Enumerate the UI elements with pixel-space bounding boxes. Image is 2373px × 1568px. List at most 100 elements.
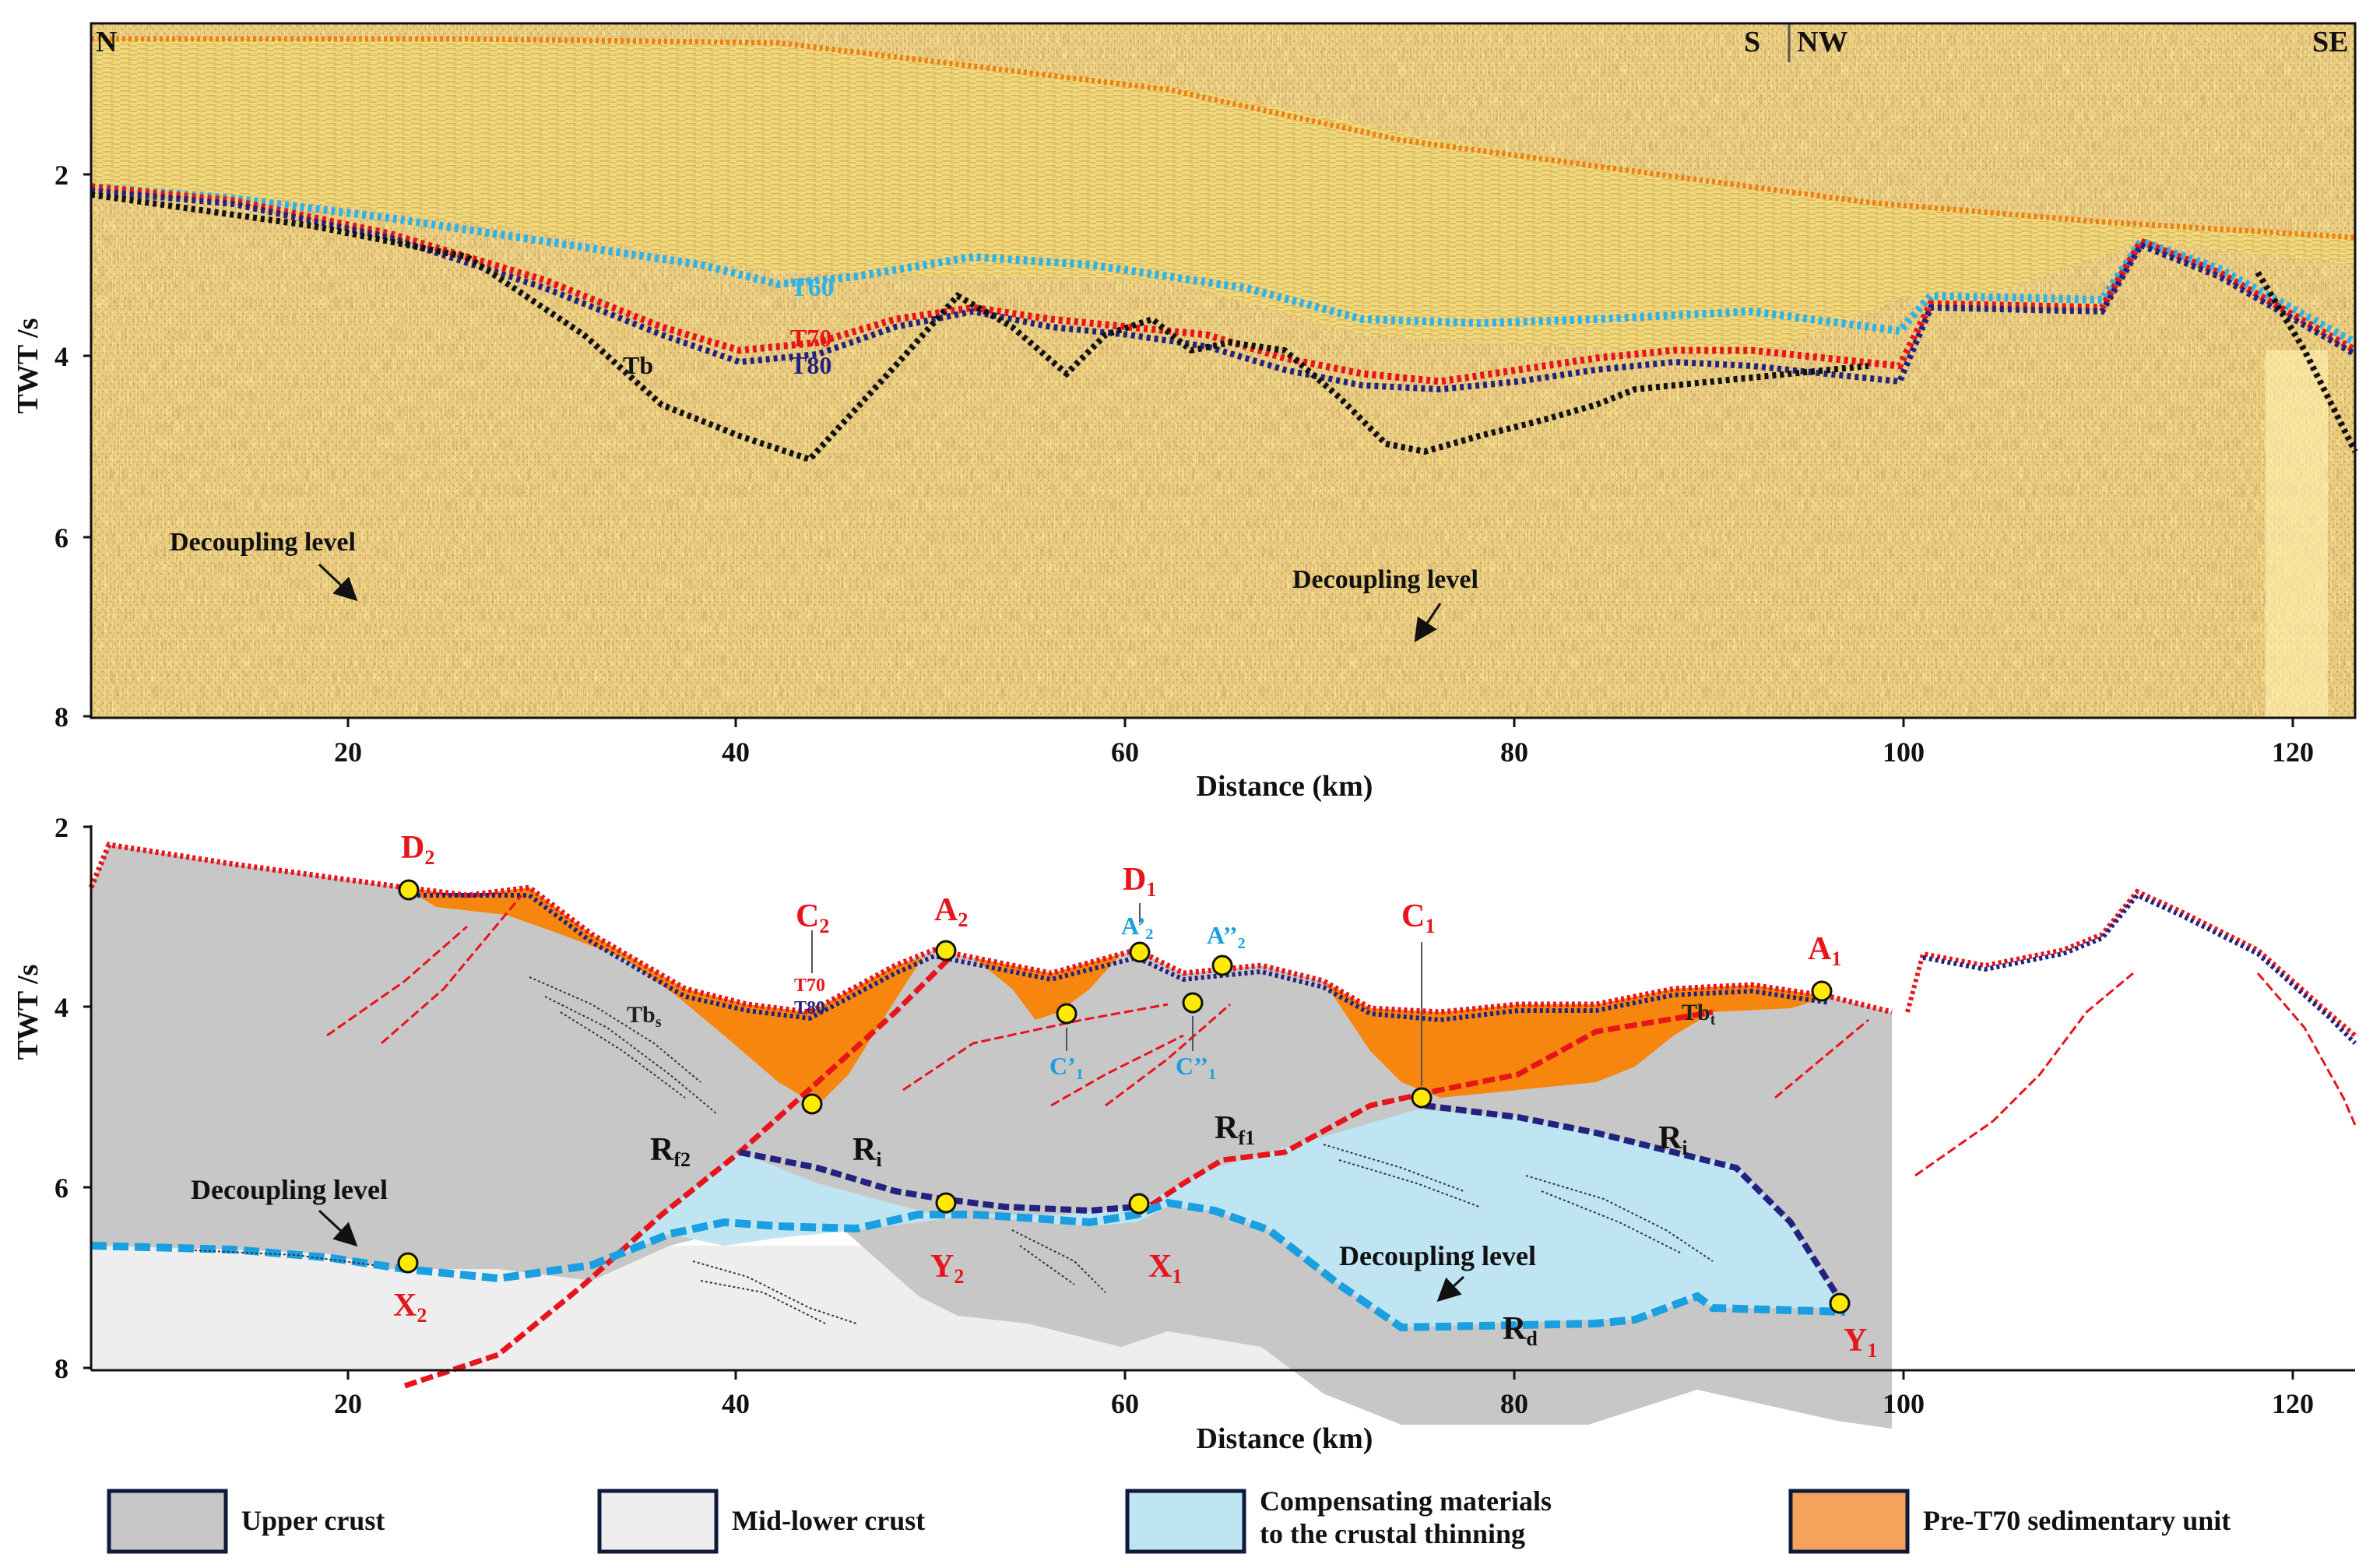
label-a2pp: A’’2 — [1207, 921, 1246, 952]
model-decoupling-arrow-left — [318, 1209, 358, 1247]
model-right-surface-t80 — [1922, 892, 2357, 1046]
unit-label-ri-right: Ri — [1658, 1120, 1688, 1159]
legend: Upper crust Mid-lower crust Compensating… — [107, 1485, 2231, 1554]
compensating-materials-area — [607, 1109, 1845, 1327]
point-c1pp — [1182, 992, 1204, 1014]
model-y-tick-4: 4 — [54, 992, 69, 1023]
reflection-hatches — [194, 976, 1714, 1324]
horizon-t70 — [90, 183, 2357, 385]
callout-leaders — [811, 903, 1422, 1086]
seismic-x-axis-label: Distance (km) — [1197, 770, 1373, 803]
legend-swatch-pre-t70 — [1788, 1489, 1910, 1554]
fault-minor-6 — [1774, 1018, 1869, 1099]
label-c1p: C’1 — [1049, 1052, 1084, 1083]
point-y2 — [935, 1192, 957, 1214]
legend-swatch-mid-lower-crust — [597, 1489, 719, 1554]
label-a2p: A’2 — [1121, 912, 1153, 943]
point-a2pp — [1211, 955, 1233, 976]
label-t70: T70 — [790, 324, 831, 352]
label-tb: Tb — [623, 351, 653, 379]
water-column-layered-sediments — [91, 37, 2355, 358]
fault-minor-7 — [1914, 972, 2134, 1177]
fault-minor-1 — [326, 925, 468, 1037]
model-decoupling-arrow-right — [1436, 1275, 1465, 1303]
seismic-y-axis-label: TWT /s — [12, 318, 44, 414]
model-x-tick-40: 40 — [722, 1388, 750, 1419]
seismic-x-tick-60: 60 — [1111, 737, 1139, 768]
label-y2: Y2 — [930, 1249, 964, 1288]
fault-rf2 — [403, 955, 952, 1389]
seismic-x-tick-120: 120 — [2272, 737, 2314, 768]
direction-s: S — [1744, 26, 1760, 58]
seismic-y-tick-2: 2 — [54, 160, 69, 191]
fault-minor-2 — [381, 895, 523, 1045]
horizon-tb — [90, 192, 1869, 463]
boundary-ri-right — [1424, 1102, 1848, 1310]
point-a1 — [1811, 980, 1833, 1002]
label-x1: X1 — [1148, 1249, 1182, 1288]
seismic-y-axis: 2 4 6 8 TWT /s — [12, 160, 91, 733]
model-label-t70: T70 — [794, 976, 825, 996]
label-t80: T80 — [790, 351, 831, 379]
label-c1: C1 — [1401, 898, 1435, 937]
seismic-decoupling-label-right: Decoupling level — [1292, 565, 1478, 594]
label-y1: Y1 — [1844, 1323, 1877, 1362]
point-d2 — [398, 879, 420, 901]
point-x1 — [1128, 1193, 1150, 1215]
horizon-t60 — [90, 183, 2357, 346]
model-x-tick-100: 100 — [1883, 1388, 1925, 1419]
direction-nw: NW — [1797, 26, 1847, 58]
model-x-axis: 20 40 60 80 100 120 Distance (km) — [334, 1370, 2314, 1455]
boundary-rd — [90, 1198, 1846, 1332]
direction-n: N — [96, 26, 117, 58]
model-panel: D2 C2 A2 D1 A’2 A’’2 C1 A1 C’1 C’’1 X2 Y… — [12, 812, 2357, 1455]
model-y-tick-8: 8 — [54, 1353, 69, 1384]
label-x2: X2 — [393, 1288, 427, 1327]
model-surface-t80 — [405, 893, 1830, 1023]
unit-label-rf1: Rf1 — [1215, 1110, 1255, 1149]
seismic-right-edge-panel — [2266, 350, 2328, 718]
model-x-tick-60: 60 — [1111, 1388, 1139, 1419]
model-x-tick-20: 20 — [334, 1388, 362, 1419]
model-y-axis-label: TWT /s — [12, 965, 44, 1060]
point-y1 — [1829, 1292, 1851, 1314]
model-y-tick-6: 6 — [54, 1172, 69, 1204]
fault-minor-8 — [2256, 972, 2357, 1126]
direction-se: SE — [2312, 26, 2348, 58]
unit-label-tbs: Tbs — [627, 1002, 662, 1031]
horizon-tb-right — [2255, 270, 2358, 453]
unit-label-tbt: Tbt — [1682, 1000, 1716, 1028]
seafloor-horizon — [91, 36, 2356, 241]
model-x-axis-label: Distance (km) — [1197, 1422, 1373, 1455]
point-d1 — [1129, 941, 1151, 963]
label-d1: D1 — [1123, 862, 1156, 901]
pre-t70-unit-left — [405, 888, 923, 1106]
label-d2: D2 — [401, 830, 434, 869]
legend-label-pre-t70: Pre-T70 sedimentary unit — [1923, 1505, 2231, 1536]
seismic-x-axis: 20 40 60 80 100 120 Distance (km) — [334, 718, 2314, 803]
point-x2 — [397, 1252, 419, 1274]
model-label-t80: T80 — [794, 998, 825, 1018]
horizon-t80 — [90, 188, 2357, 393]
seismic-x-tick-100: 100 — [1883, 737, 1925, 768]
seismic-x-tick-40: 40 — [722, 737, 750, 768]
model-y-axis: 2 4 6 8 TWT /s — [12, 812, 91, 1384]
unit-label-rf2: Rf2 — [650, 1132, 691, 1171]
model-decoupling-label-right: Decoupling level — [1339, 1240, 1536, 1271]
model-right-surface-t70 — [1905, 888, 2357, 1038]
seismic-y-tick-8: 8 — [54, 701, 69, 733]
legend-swatch-upper-crust — [107, 1489, 228, 1554]
legend-label-compensating: Compensating materials to the crustal th… — [1260, 1485, 1559, 1549]
label-c1pp: C’’1 — [1176, 1052, 1216, 1083]
model-decoupling-label-left: Decoupling level — [191, 1174, 388, 1205]
seismic-decoupling-label-left: Decoupling level — [170, 528, 356, 557]
label-a1: A1 — [1808, 931, 1841, 970]
fault-minor-4 — [1050, 1034, 1184, 1107]
point-c2 — [801, 1093, 823, 1115]
unit-label-rd: Rd — [1503, 1311, 1538, 1350]
point-c1p — [1056, 1003, 1078, 1025]
seismic-panel: T60 T70 T80 Tb Decoupling level Decoupli… — [12, 22, 2358, 803]
seismic-decoupling-arrow-left — [318, 563, 358, 602]
label-t60: T60 — [790, 273, 835, 302]
